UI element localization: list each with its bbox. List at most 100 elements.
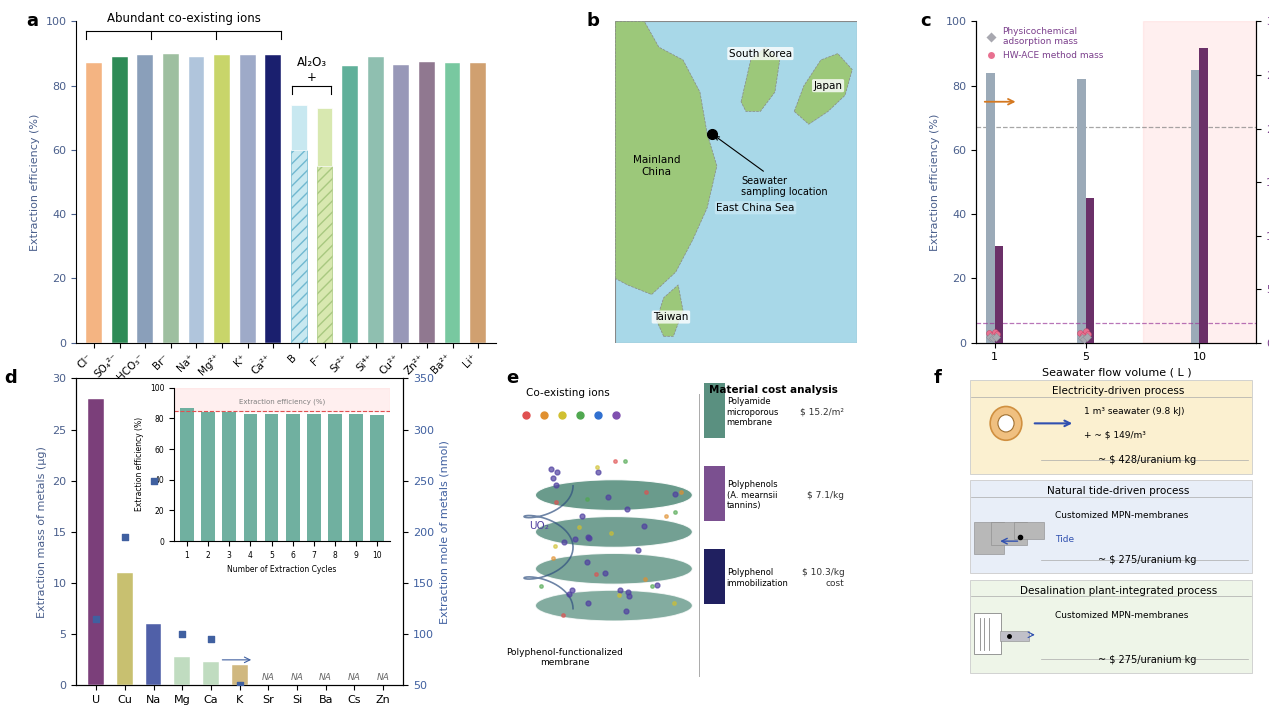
Text: South Korea: South Korea	[728, 49, 792, 59]
Text: East China Sea: East China Sea	[717, 203, 794, 213]
Point	[1072, 329, 1093, 341]
Point	[987, 328, 1008, 340]
Text: Seawater
sampling location: Seawater sampling location	[716, 136, 827, 197]
X-axis label: Seawater flow volume ( L ): Seawater flow volume ( L )	[1042, 368, 1192, 378]
Bar	[1199, 49, 1208, 343]
Text: c: c	[920, 12, 931, 30]
Ellipse shape	[536, 480, 693, 511]
FancyBboxPatch shape	[1000, 631, 1029, 641]
Legend: Physicochemical
adsorption mass, HW-ACE method mass: Physicochemical adsorption mass, HW-ACE …	[978, 24, 1107, 64]
Text: Material cost analysis: Material cost analysis	[708, 385, 838, 395]
FancyBboxPatch shape	[970, 580, 1253, 673]
Text: NA: NA	[377, 673, 390, 683]
Bar	[174, 657, 190, 685]
FancyBboxPatch shape	[615, 21, 857, 343]
Ellipse shape	[536, 590, 693, 621]
Y-axis label: Extraction efficiency (%): Extraction efficiency (%)	[30, 114, 39, 251]
FancyBboxPatch shape	[973, 522, 1004, 554]
Point	[86, 613, 107, 625]
Y-axis label: Extraction mole of metals (nmol): Extraction mole of metals (nmol)	[439, 440, 449, 624]
Point	[1071, 332, 1091, 343]
Polygon shape	[656, 285, 683, 336]
Text: Customized MPN-membranes: Customized MPN-membranes	[1055, 611, 1188, 620]
Text: ~ $ 275/uranium kg: ~ $ 275/uranium kg	[1098, 655, 1197, 665]
Text: $ 10.3/kg
cost: $ 10.3/kg cost	[802, 568, 844, 588]
FancyBboxPatch shape	[704, 549, 725, 604]
Bar	[1190, 70, 1199, 343]
FancyBboxPatch shape	[1014, 522, 1044, 538]
FancyBboxPatch shape	[970, 380, 1253, 473]
Text: a: a	[25, 12, 38, 30]
FancyBboxPatch shape	[704, 383, 725, 438]
Bar	[112, 57, 128, 343]
Bar	[343, 66, 358, 343]
Text: 1 m³ seawater (9.8 kJ): 1 m³ seawater (9.8 kJ)	[1084, 407, 1184, 416]
Bar	[203, 662, 218, 685]
Bar	[240, 55, 255, 343]
Text: Mainland
China: Mainland China	[633, 155, 680, 177]
Text: Electricity-driven process: Electricity-driven process	[1052, 386, 1184, 396]
Bar	[146, 624, 161, 685]
Text: Japan: Japan	[813, 81, 843, 91]
Bar	[368, 57, 383, 343]
Point	[986, 331, 1006, 343]
Point	[173, 628, 193, 640]
Text: Taiwan: Taiwan	[654, 312, 689, 322]
Polygon shape	[794, 54, 853, 124]
Ellipse shape	[536, 553, 693, 584]
Text: $ 7.1/kg: $ 7.1/kg	[807, 491, 844, 500]
Text: ~ $ 428/uranium kg: ~ $ 428/uranium kg	[1098, 456, 1197, 466]
Bar	[316, 109, 332, 166]
Point	[982, 329, 1003, 341]
Point	[980, 331, 1000, 343]
Text: Polyamide
microporous
membrane: Polyamide microporous membrane	[727, 397, 779, 427]
Point	[230, 680, 250, 691]
Circle shape	[997, 415, 1014, 432]
Bar	[291, 150, 307, 343]
Bar	[995, 246, 1004, 343]
Text: Abundant co-existing ions: Abundant co-existing ions	[107, 11, 260, 25]
Text: Natural tide-driven process: Natural tide-driven process	[1047, 486, 1189, 496]
Bar	[162, 54, 179, 343]
Text: $ 15.2/m²: $ 15.2/m²	[801, 408, 844, 417]
FancyBboxPatch shape	[991, 522, 1027, 545]
Bar	[86, 64, 102, 343]
Bar	[986, 73, 995, 343]
Bar	[117, 573, 133, 685]
Text: Al₂O₃
+: Al₂O₃ +	[297, 56, 326, 84]
Point	[114, 531, 135, 543]
Text: Polyphenol
immobilization: Polyphenol immobilization	[727, 568, 788, 588]
Text: b: b	[586, 12, 599, 30]
Bar	[393, 65, 410, 343]
Point	[1070, 327, 1090, 338]
Bar	[291, 105, 307, 150]
Point	[985, 326, 1005, 338]
Text: + ~ $ 149/m³: + ~ $ 149/m³	[1084, 430, 1146, 439]
Text: Polyphenol-functionalized
membrane: Polyphenol-functionalized membrane	[506, 648, 623, 667]
Polygon shape	[741, 47, 779, 111]
Ellipse shape	[536, 517, 693, 548]
Point	[1079, 328, 1099, 339]
Bar	[444, 64, 461, 343]
Bar	[1077, 79, 1085, 343]
FancyBboxPatch shape	[970, 480, 1253, 573]
Bar	[316, 166, 332, 343]
Text: NA: NA	[320, 673, 332, 683]
Text: ~ $ 275/uranium kg: ~ $ 275/uranium kg	[1098, 555, 1197, 565]
Point	[143, 475, 164, 486]
Bar	[419, 61, 435, 343]
Text: Polyphenols
(A. mearnsii
tannins): Polyphenols (A. mearnsii tannins)	[727, 481, 778, 510]
Text: f: f	[934, 369, 942, 387]
FancyBboxPatch shape	[973, 613, 1001, 654]
Circle shape	[990, 406, 1022, 441]
Bar	[89, 399, 104, 685]
Bar	[214, 55, 230, 343]
Text: NA: NA	[261, 673, 274, 683]
Point	[1075, 333, 1095, 345]
Polygon shape	[615, 21, 717, 294]
Text: d: d	[4, 369, 16, 387]
Point	[1075, 325, 1095, 336]
Text: NA: NA	[348, 673, 360, 683]
Text: UO₂: UO₂	[529, 521, 548, 531]
Point	[978, 327, 999, 338]
